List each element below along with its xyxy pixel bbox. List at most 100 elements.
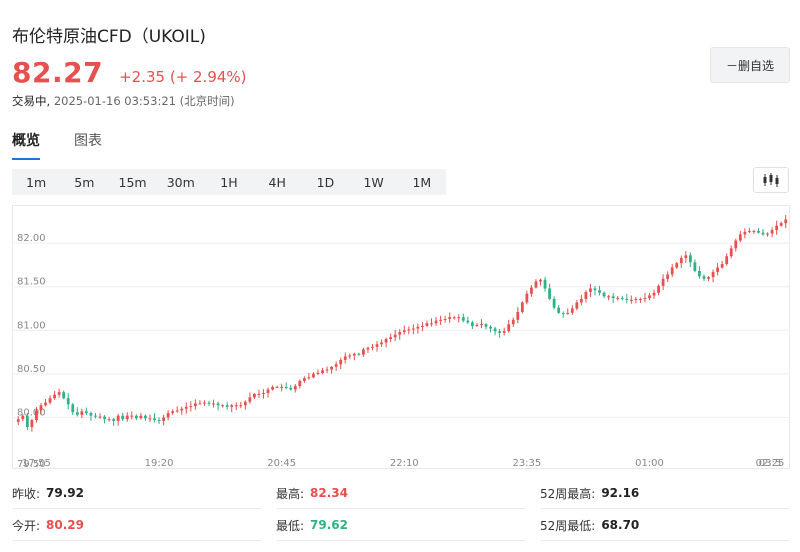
candle-body [707,277,710,279]
candle-body [684,255,688,258]
candle-body [348,355,352,357]
candle-body [380,342,383,345]
candle-body [362,349,365,355]
candle-body [743,231,747,235]
candle-body [748,230,751,232]
interval-1m[interactable]: 1m [26,174,47,190]
candle-body [702,276,706,279]
candle-body [475,325,479,327]
candle-body [316,372,320,374]
candle-body [371,346,374,348]
candle-body [525,293,529,303]
candle-body [516,311,520,320]
candle-body [339,359,343,365]
candle-body [307,377,311,379]
candle-body [520,302,524,312]
candle-body [493,328,497,332]
remove-watchlist-button[interactable]: －删自选 [710,47,790,83]
candle-body [212,403,215,405]
candle-body [248,397,252,402]
candlestick-icon [763,173,779,187]
interval-1d[interactable]: 1D [316,174,335,190]
stat-cell: 最低: 79.62 [276,510,526,541]
stat-cell: 52周最低: 68.70 [540,510,790,541]
candle-body [534,281,538,288]
candle-body [593,288,597,291]
candle-body [652,292,656,296]
candle-body [39,405,43,411]
candle-body [634,298,638,300]
candle-body [352,353,356,356]
stat-value: 79.62 [310,518,349,532]
candle-body [94,415,97,417]
interval-1h[interactable]: 1H [220,174,238,190]
candle-body [570,308,574,313]
candle-body [639,298,642,300]
candle-body [457,317,461,319]
candle-body [225,405,229,407]
candle-body [62,392,66,399]
tab-overview[interactable]: 概览 [12,130,40,160]
candle-body [589,288,592,292]
candle-body [21,415,25,420]
stat-value: 79.92 [46,486,85,500]
quote-timestamp: 2025-01-16 03:53:21 (北京时间) [53,94,235,108]
interval-5m[interactable]: 5m [74,174,95,190]
candle-body [539,279,542,282]
candle-body [670,267,674,275]
price-chart[interactable]: 80.00 80.50 81.00 81.50 82.00 79.50 17:55 19:20… [12,205,790,470]
candle-body [171,411,175,414]
y-tick-label: 81.00 [17,320,46,331]
candle-body [375,344,379,347]
candle-body [607,296,611,298]
candle-body [239,405,243,407]
candle-body [507,324,511,332]
stat-cell: 今开: 80.29 [12,510,262,541]
interval-1w[interactable]: 1W [363,174,384,190]
chart-type-button[interactable] [753,167,789,193]
interval-4h[interactable]: 4H [268,174,286,190]
candle-body [648,295,651,299]
current-price: 82.27 [12,56,104,89]
candle-body [293,386,297,390]
candle-body [289,387,293,390]
x-tick-label: 01:00 [635,458,664,469]
candle-body [175,410,179,412]
candle-body [402,330,406,333]
candle-body [439,319,442,321]
trading-status: 交易中, [12,94,51,108]
x-tick-label: 17:55 [22,458,51,469]
candle-body [207,402,211,404]
candle-body [98,416,102,418]
candle-body [421,325,424,327]
candle-body [257,393,261,395]
instrument-title: 布伦特原油CFD（UKOIL) [12,27,206,47]
candle-body [711,271,715,278]
x-tick-label: 02:25 [756,458,785,469]
candle-body [629,299,633,301]
candle-body [779,223,783,226]
candle-body [498,331,502,333]
price-row: 82.27 +2.35 (+ 2.94%) [12,56,247,89]
candle-body [484,324,488,327]
candle-body [312,373,315,378]
candle-body [398,332,402,335]
candle-body [35,410,38,421]
candle-body [275,386,279,388]
candle-body [30,420,34,428]
candle-body [389,337,393,339]
x-tick-label: 20:45 [267,458,296,469]
interval-1mo[interactable]: 1M [412,174,432,190]
interval-15m[interactable]: 15m [118,174,147,190]
interval-30m[interactable]: 30m [166,174,195,190]
candle-body [334,364,338,367]
chart-border [12,205,790,469]
candle-body [44,402,47,406]
candle-body [602,292,606,297]
x-tick-label: 19:20 [145,458,174,469]
candle-body [579,298,583,303]
tab-chart[interactable]: 图表 [74,133,102,149]
candle-body [625,298,629,300]
stat-label: 最低: [276,518,305,533]
